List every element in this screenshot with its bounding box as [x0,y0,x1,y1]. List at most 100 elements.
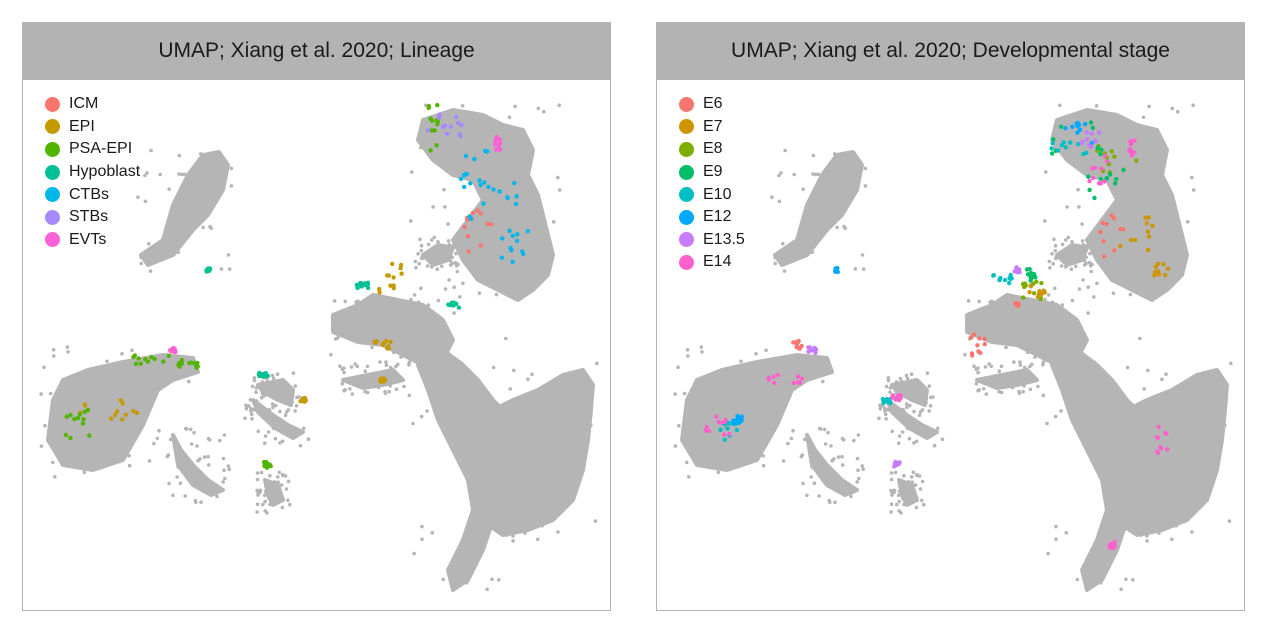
cell-point [770,195,774,199]
cell-point [290,400,294,405]
cell-point [299,398,305,403]
cell-point [1079,140,1084,146]
cell-point [444,131,450,137]
cell-point [1052,237,1056,242]
cell-point [1007,275,1012,281]
cell-point [510,259,515,264]
cell-point [1089,269,1094,274]
cell-point [177,364,182,369]
cell-point [1087,178,1092,184]
cell-point [302,426,306,431]
cell-point [928,404,933,408]
cell-point [418,145,423,150]
cell-point [475,208,480,213]
cell-point [1052,145,1057,150]
cell-point [458,360,463,365]
cell-point [477,291,482,295]
cell-point [478,243,483,248]
cell-point [143,199,148,204]
cell-point [133,361,139,366]
cell-point [821,379,825,384]
cell-point [463,153,469,159]
lineage-panel: UMAP; Xiang et al. 2020; Lineage ICM EPI P… [22,22,611,611]
cell-point [781,241,785,246]
cell-point [189,442,194,446]
cell-point [783,148,787,153]
cell-point [907,403,912,408]
cell-point [446,239,451,243]
cell-point [1104,159,1110,164]
developmental-stage-panel: UMAP; Xiang et al. 2020; Developmental s… [656,22,1245,611]
cell-point [897,489,902,494]
cell-point [704,424,709,430]
cell-point [458,251,462,256]
cell-point [514,194,519,199]
cell-point [387,389,392,394]
cell-point [842,224,846,229]
cell-point [448,124,454,129]
cell-point [917,474,922,478]
cell-point [250,417,254,421]
cell-point [994,373,998,378]
cell-point [276,475,280,479]
cell-point [398,266,403,271]
cell-point [1021,389,1025,394]
cell-point [260,380,265,384]
cell-point [1104,221,1109,227]
cell-point [1086,311,1090,315]
legend-item: EVTs [45,229,140,252]
cell-point [1043,297,1047,302]
cell-point [455,120,461,125]
cell-point [723,417,728,423]
cell-point [176,250,180,254]
cell-point [931,395,935,399]
cell-point [841,438,846,442]
cell-point [486,184,491,190]
cell-point [773,261,777,266]
cell-cluster-region [897,478,919,507]
cell-point [894,380,899,384]
cell-point [1119,520,1123,524]
cell-point [199,500,203,505]
cell-point [777,199,782,204]
cell-point [977,336,982,341]
legend-item: STBs [45,206,140,229]
cell-point [175,475,179,479]
cell-point [542,109,546,114]
cell-point [1053,243,1058,248]
cell-point [811,153,816,158]
cell-point [63,432,69,438]
cell-point [810,465,814,469]
cell-point [430,530,435,535]
cell-point [1051,137,1056,142]
cell-point [991,273,996,278]
cell-point [1170,106,1175,111]
cell-point [1080,239,1085,243]
scatter-plot-area: ICM EPI PSA-EPI Hypoblast CTBs STBs EVTs [22,79,611,611]
cell-point [250,384,255,389]
cell-point [904,402,909,406]
cell-point [1108,172,1113,177]
cell-point [476,378,481,383]
cell-point [414,266,418,270]
cell-point [227,467,231,472]
cell-point [254,390,258,395]
legend: ICM EPI PSA-EPI Hypoblast CTBs STBs EVTs [45,93,140,251]
cell-point [478,182,483,188]
cell-point [166,353,171,358]
cell-point [1076,243,1080,248]
cell-point [892,490,896,495]
cell-point [284,487,289,491]
cell-cluster-region [46,353,200,472]
cell-point [456,305,462,310]
cell-point [418,237,422,242]
cell-point [673,392,677,396]
cell-point [446,302,451,307]
cell-point [884,417,888,421]
cell-point [853,267,858,271]
legend-item: E9 [679,161,745,184]
cell-cluster-region [1120,368,1229,537]
cell-point [1015,268,1021,273]
cell-point [271,376,276,381]
cell-point [536,537,540,542]
